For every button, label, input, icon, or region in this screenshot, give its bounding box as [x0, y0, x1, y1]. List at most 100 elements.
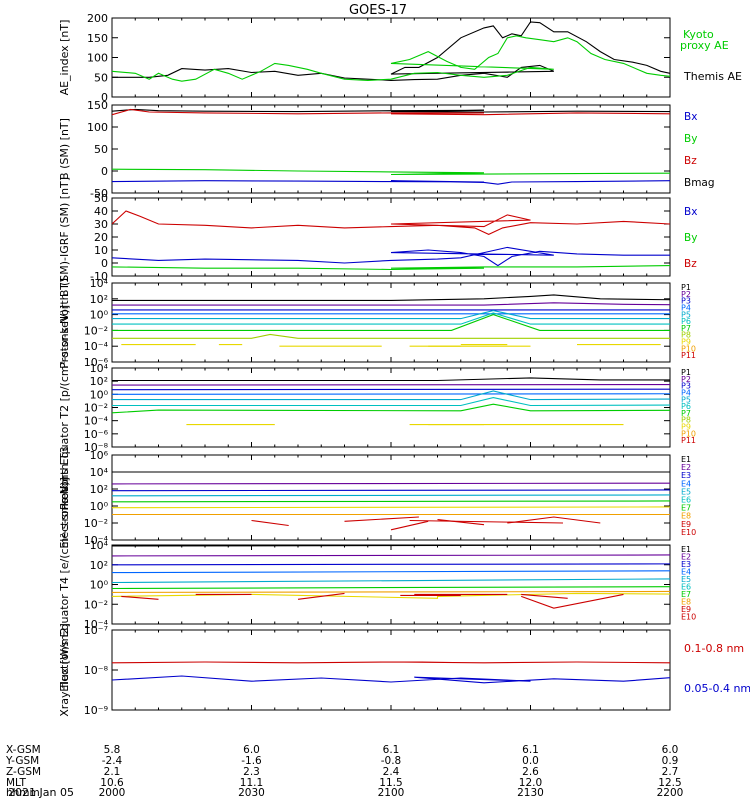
footer-row-label: hhmm [6, 787, 40, 799]
series-line-bmag [112, 108, 670, 113]
y-tick-label: 30 [94, 218, 108, 231]
y-tick-label: 150 [87, 99, 108, 112]
legend-entry: P1 [681, 283, 691, 292]
y-tick-label: 10⁻⁴ [84, 534, 109, 547]
series-line-e4 [112, 494, 670, 497]
footer-value: 6.0 [662, 744, 679, 756]
legend-entry: E3 [681, 471, 691, 480]
footer-row-label: X-GSM [6, 744, 41, 756]
series-line-bz [112, 210, 670, 236]
y-tick-label: 10 [94, 244, 108, 257]
panel-frame [111, 282, 671, 363]
y-tick-label: 0 [101, 91, 108, 104]
series-line-0-1-0-8-nm [112, 661, 670, 664]
footer-row-label: Y-GSM [5, 755, 39, 767]
series-line-p5 [112, 390, 670, 401]
legend-entry: P3 [681, 382, 691, 391]
series-line-e1 [112, 545, 670, 547]
legend-entry: P5 [681, 310, 691, 319]
panel-frame [111, 17, 671, 98]
legend-entry: E5 [681, 487, 691, 496]
legend-entry: P2 [681, 375, 691, 384]
footer-value: 2.3 [243, 766, 260, 778]
series-line-p7 [112, 403, 670, 414]
footer-value: 2200 [657, 787, 684, 799]
y-tick-label: 10⁻⁴ [84, 340, 109, 353]
footer-value: 2130 [517, 787, 544, 799]
series-group [112, 377, 670, 426]
series-line-themis-ae [112, 21, 670, 81]
y-tick-label: 10² [90, 293, 108, 306]
legend-entry: E8 [681, 598, 691, 607]
y-tick-label: 10⁻⁶ [84, 356, 109, 369]
series-line-e2 [112, 554, 670, 557]
y-tick-label: 50 [94, 192, 108, 205]
plot-title: GOES-17 [349, 3, 407, 18]
series-line-p6 [112, 397, 670, 407]
y-axis-label: B (SM)-IGRF (SM) [nT] [58, 177, 71, 297]
panel-bsm: -50 0 50 100 150 B (SM) [nT] Bx By Bz Bmag [58, 99, 715, 200]
y-tick-label: 10⁰ [90, 309, 109, 322]
series-line-p5 [112, 310, 670, 320]
y-tick-label: 200 [87, 12, 108, 25]
y-tick-label: 10⁰ [90, 579, 109, 592]
y-tick-label: 10⁻⁹ [84, 704, 108, 717]
footer-value: 2100 [378, 787, 405, 799]
y-tick-label: 10² [90, 559, 108, 572]
series-group [112, 21, 670, 82]
series-line-p3 [112, 388, 670, 391]
series-group [112, 471, 670, 531]
series-line-e9 [521, 593, 624, 609]
legend-entry: P7 [681, 324, 691, 333]
legend-entry: E8 [681, 512, 691, 521]
footer-value: 6.0 [243, 744, 260, 756]
y-tick-label: 10⁰ [90, 500, 109, 513]
footer-value: -2.4 [102, 755, 123, 767]
legend-entry: P10 [681, 344, 696, 353]
footer-value: 6.1 [522, 744, 539, 756]
series-line-e9 [251, 519, 289, 527]
y-tick-label: 10⁻² [84, 598, 108, 611]
legend-entry: Bmag [684, 177, 715, 189]
series-line-e8 [112, 590, 670, 593]
footer-value: 2.7 [662, 766, 679, 778]
series-line-kyoto-proxy-ae [112, 35, 670, 82]
legend-entry: P8 [681, 331, 691, 340]
y-tick-label: 10⁴ [90, 277, 109, 290]
legend-entry: P4 [681, 388, 691, 397]
y-tick-label: 10⁴ [90, 362, 109, 375]
footer-value: 2.6 [522, 766, 539, 778]
footer-value: 2000 [99, 787, 126, 799]
legend-entry: P9 [681, 423, 691, 432]
y-tick-label: 10⁻² [84, 517, 108, 530]
legend-entry: E4 [681, 479, 691, 488]
legend-entry: 0.05-0.4 nm [684, 682, 750, 695]
y-tick-label: 10⁰ [90, 388, 109, 401]
y-tick-label: 10² [90, 483, 108, 496]
legend-entry: E10 [681, 528, 696, 537]
y-tick-label: 10⁻⁷ [84, 624, 108, 637]
legend-entry: Bz [684, 155, 697, 167]
legend-entry: E7 [681, 590, 691, 599]
legend-entry: proxy AE [680, 39, 729, 52]
series-line-e9 [437, 519, 485, 526]
legend-entry: E2 [681, 463, 691, 472]
series-line-bx [112, 246, 670, 267]
legend-entry: Bx [684, 111, 697, 123]
y-axis-label: AE_index [nT] [58, 20, 71, 96]
footer-value: 5.8 [104, 744, 121, 756]
legend-entry: P6 [681, 402, 691, 411]
series-group [112, 108, 670, 185]
y-tick-label: 20 [94, 231, 108, 244]
legend-entry: P1 [681, 368, 691, 377]
series-line-e5 [112, 578, 670, 584]
legend-entry: P8 [681, 416, 691, 425]
series-line-by [112, 168, 670, 176]
series-line-p6 [112, 312, 670, 325]
panel-enorth: 10⁻⁴ 10⁻² 10⁰ 10² 10⁴ 10⁶ Electrons North T3 E1… [58, 446, 696, 548]
footer-row-label: MLT [6, 777, 26, 789]
y-tick-label: 40 [94, 205, 108, 218]
y-tick-label: 0 [101, 257, 108, 270]
legend-entry: P2 [681, 290, 691, 299]
